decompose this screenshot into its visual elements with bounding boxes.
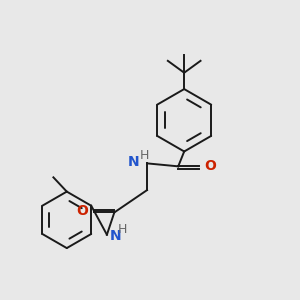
Text: N: N — [128, 155, 140, 169]
Text: N: N — [110, 229, 122, 243]
Text: H: H — [118, 223, 127, 236]
Text: O: O — [204, 159, 216, 173]
Text: H: H — [140, 148, 149, 162]
Text: O: O — [76, 204, 88, 218]
